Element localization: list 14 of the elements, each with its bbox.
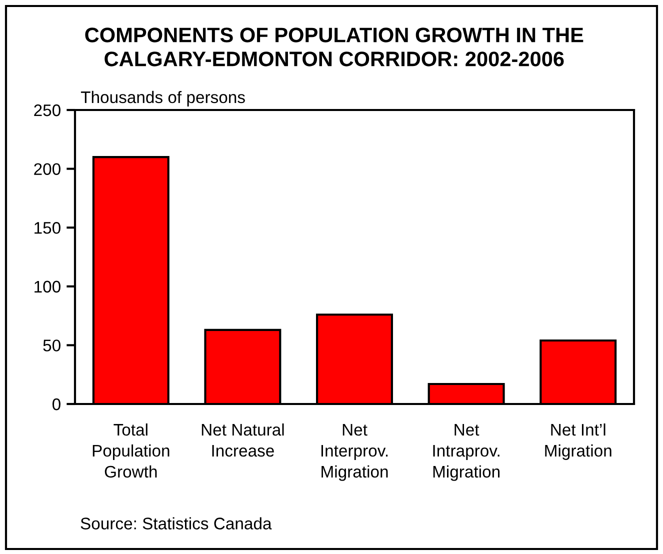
x-tick-label: Net Intraprov. Migration: [433, 424, 500, 481]
y-tick-label: 0: [52, 398, 60, 410]
y-tick-label: 200: [34, 163, 60, 176]
source-note: Source: Statistics Canada: [80, 517, 272, 530]
y-axis-title: Thousands of persons: [80, 90, 245, 106]
y-tick-label: 150: [34, 222, 60, 234]
chart-title: COMPONENTS OF POPULATION GROWTH IN THE CALGARY-EDMONTON CORRIDOR: 2002-2006: [85, 28, 584, 66]
x-tick-label: Net Interprov. Migration: [321, 424, 388, 481]
y-tick-label: 50: [43, 340, 60, 352]
x-tick-label: Net Int’l Migration: [545, 423, 612, 460]
x-tick-label: Net Natural Increase: [202, 423, 284, 457]
x-tick-label: Total Population Growth: [92, 423, 170, 478]
y-tick-label: 100: [34, 280, 60, 293]
y-tick-label: 250: [34, 104, 60, 116]
